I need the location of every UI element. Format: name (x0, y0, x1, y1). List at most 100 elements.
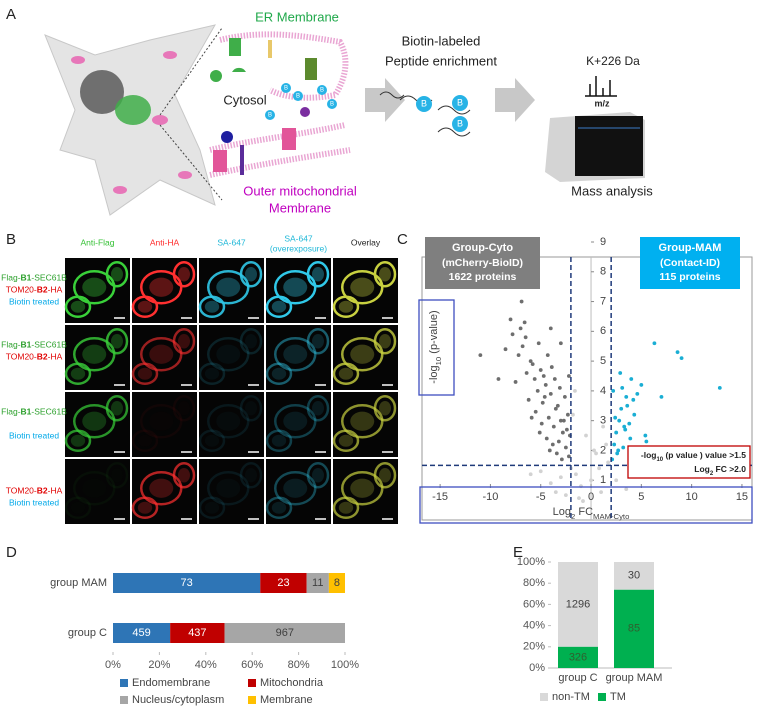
rich-label: Log2 FCMAM-Cyto (553, 506, 630, 521)
group-subtitle: (Contact-ID) (660, 257, 720, 269)
point (503, 347, 508, 352)
point (496, 377, 501, 381)
legend-label: Endomembrane (132, 677, 210, 689)
cell-signal (338, 501, 354, 514)
label-part: Log (553, 506, 571, 518)
row-label-part: -SEC61B (31, 407, 67, 417)
cell-signal (350, 344, 375, 364)
y-tick-label: 100% (517, 556, 545, 568)
cell-signal (172, 462, 196, 489)
point (597, 466, 601, 471)
point (524, 371, 529, 375)
cell-signal (245, 401, 257, 415)
value-label: 23 (277, 577, 289, 589)
cell-signal (198, 496, 226, 519)
row-label: TOM20-B2-HA (6, 352, 63, 362)
cell-signal (172, 328, 196, 355)
row-label-part: -SEC61B (31, 340, 67, 350)
group-subtitle: (mCherry-BioID) (442, 257, 523, 269)
point (563, 445, 568, 450)
cell-signal (341, 404, 384, 439)
cell-signal (312, 334, 324, 349)
mass-analysis-label: Mass analysis (571, 183, 653, 198)
mitochondrion (71, 56, 85, 64)
cell-signal (265, 496, 293, 519)
legend-swatch (248, 679, 256, 687)
cell-signal (149, 277, 174, 297)
point (643, 433, 648, 438)
point (624, 394, 629, 399)
x-tick-label: 0% (105, 659, 121, 671)
cell-signal (341, 337, 384, 372)
mz-label: m/z (594, 98, 610, 108)
y-tick-label: 1 (600, 474, 606, 486)
value-label: 326 (569, 651, 587, 663)
cell-signal (216, 479, 240, 498)
cell-signal (131, 295, 159, 318)
biotin-mark: B (457, 118, 463, 128)
point (548, 326, 553, 331)
point (535, 388, 540, 393)
value-label: 11 (312, 577, 323, 589)
point (563, 493, 568, 498)
cell-signal (149, 412, 173, 431)
group-name: Group-MAM (659, 242, 722, 254)
y-tick-label: 80% (523, 577, 545, 589)
point (541, 374, 546, 378)
legend-swatch (540, 693, 548, 701)
x-tick-label: 40% (195, 659, 217, 671)
y-tick-label: 3 (600, 415, 606, 427)
biotin-mark: B (284, 86, 288, 92)
x-tick-label: -5 (536, 491, 546, 503)
cell-signal (105, 395, 129, 422)
micrograph (266, 325, 331, 390)
er-protein (229, 38, 241, 56)
mitochondrion (152, 115, 168, 125)
point (546, 415, 551, 420)
cell-signal (245, 267, 257, 282)
row-label: TOM20-B2-HA (6, 486, 63, 496)
subscript: 10 (656, 457, 663, 463)
biotin-mark: B (296, 94, 300, 100)
row-label-part: -HA (48, 285, 63, 295)
point (601, 424, 606, 429)
group-box (425, 237, 540, 289)
bar-segment (260, 573, 307, 593)
cell-signal (198, 429, 226, 452)
cell-signal (138, 435, 152, 447)
point (618, 371, 623, 375)
cell-signal (131, 429, 159, 452)
protein (210, 70, 222, 82)
point (542, 394, 547, 399)
category-label: group C (558, 672, 597, 684)
point (629, 377, 634, 381)
point (632, 412, 637, 417)
point (617, 418, 622, 423)
cell-signal (178, 334, 190, 349)
er (115, 95, 151, 125)
point (526, 397, 531, 402)
mitochondrion (178, 171, 192, 179)
cell-signal (149, 344, 174, 364)
point (628, 436, 633, 441)
cell-signal (274, 337, 317, 372)
y-tick-label: 5 (600, 355, 606, 367)
point (558, 418, 563, 423)
cell-signal (71, 502, 85, 514)
column-header: Anti-HA (150, 237, 180, 247)
protein (300, 107, 310, 117)
row-label-part: B2 (37, 486, 48, 496)
er-membrane-label: ER Membrane (255, 9, 339, 24)
legend-label: Mitochondria (260, 677, 324, 689)
cell-signal (73, 404, 116, 439)
cell-signal (283, 411, 308, 431)
arrow (495, 78, 535, 122)
value-label: 73 (181, 577, 193, 589)
protein (232, 67, 246, 72)
row-label: Flag-B1-SEC61B (1, 273, 67, 283)
x-tick-label: 80% (288, 659, 310, 671)
mito-protein (213, 150, 227, 172)
legend-label: non-TM (552, 691, 590, 703)
row-label: Biotin treated (9, 498, 59, 508)
label-part: -log (428, 365, 440, 383)
